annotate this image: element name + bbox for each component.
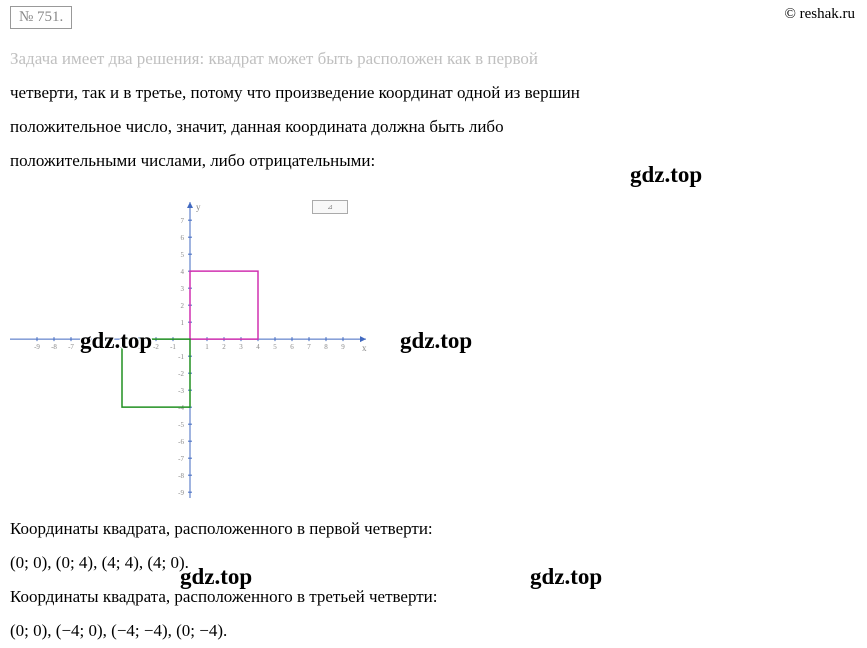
copyright-text: © reshak.ru [784, 6, 855, 23]
watermark-3: gdz.top [400, 328, 472, 354]
svg-text:-1: -1 [170, 343, 176, 351]
coordinate-chart: ⊿ -9-8-7-6-5-4-3-2-1123456789-9-8-7-6-5-… [10, 198, 370, 498]
svg-text:8: 8 [324, 343, 328, 351]
svg-text:-2: -2 [178, 370, 184, 378]
svg-text:-1: -1 [178, 353, 184, 361]
svg-text:6: 6 [290, 343, 294, 351]
svg-text:-5: -5 [178, 421, 184, 429]
svg-text:-9: -9 [34, 343, 40, 351]
text-line-1: Задача имеет два решения: квадрат может … [10, 42, 857, 76]
svg-text:6: 6 [181, 234, 185, 242]
svg-text:7: 7 [307, 343, 311, 351]
svg-text:-8: -8 [51, 343, 57, 351]
svg-text:-9: -9 [178, 489, 184, 497]
svg-text:2: 2 [181, 302, 185, 310]
coordinate-svg: -9-8-7-6-5-4-3-2-1123456789-9-8-7-6-5-4-… [10, 198, 370, 498]
svg-text:-4: -4 [178, 404, 184, 412]
watermark-5: gdz.top [530, 564, 602, 590]
svg-text:9: 9 [341, 343, 345, 351]
svg-text:4: 4 [181, 268, 185, 276]
svg-text:y: y [196, 202, 201, 212]
svg-text:-2: -2 [153, 343, 159, 351]
svg-text:1: 1 [181, 319, 185, 327]
ruler-icon: ⊿ [312, 200, 348, 214]
svg-text:-3: -3 [178, 387, 184, 395]
svg-text:3: 3 [239, 343, 243, 351]
watermark-2: gdz.top [80, 328, 152, 354]
watermark-1: gdz.top [630, 162, 702, 188]
q3-coords: (0; 0), (−4; 0), (−4; −4), (0; −4). [10, 614, 857, 648]
summary-text: Координаты квадрата, расположенного в пе… [10, 512, 857, 648]
watermark-4: gdz.top [180, 564, 252, 590]
solution-text: Задача имеет два решения: квадрат может … [10, 42, 857, 178]
text-line-4: положительными числами, либо отрицательн… [10, 144, 857, 178]
svg-text:-6: -6 [178, 438, 184, 446]
q3-label: Координаты квадрата, расположенного в тр… [10, 580, 857, 614]
svg-text:7: 7 [181, 217, 185, 225]
svg-text:1: 1 [205, 343, 209, 351]
svg-text:4: 4 [256, 343, 260, 351]
svg-text:5: 5 [273, 343, 277, 351]
svg-text:-7: -7 [178, 455, 184, 463]
problem-number: № 751. [10, 6, 72, 29]
svg-text:5: 5 [181, 251, 185, 259]
q1-coords: (0; 0), (0; 4), (4; 4), (4; 0). [10, 546, 857, 580]
text-line-3: положительное число, значит, данная коор… [10, 110, 857, 144]
svg-text:x: x [362, 343, 367, 353]
svg-text:2: 2 [222, 343, 226, 351]
svg-text:3: 3 [181, 285, 185, 293]
svg-text:-8: -8 [178, 472, 184, 480]
text-line-2: четверти, так и в третье, потому что про… [10, 76, 857, 110]
svg-text:-7: -7 [68, 343, 74, 351]
q1-label: Координаты квадрата, расположенного в пе… [10, 512, 857, 546]
